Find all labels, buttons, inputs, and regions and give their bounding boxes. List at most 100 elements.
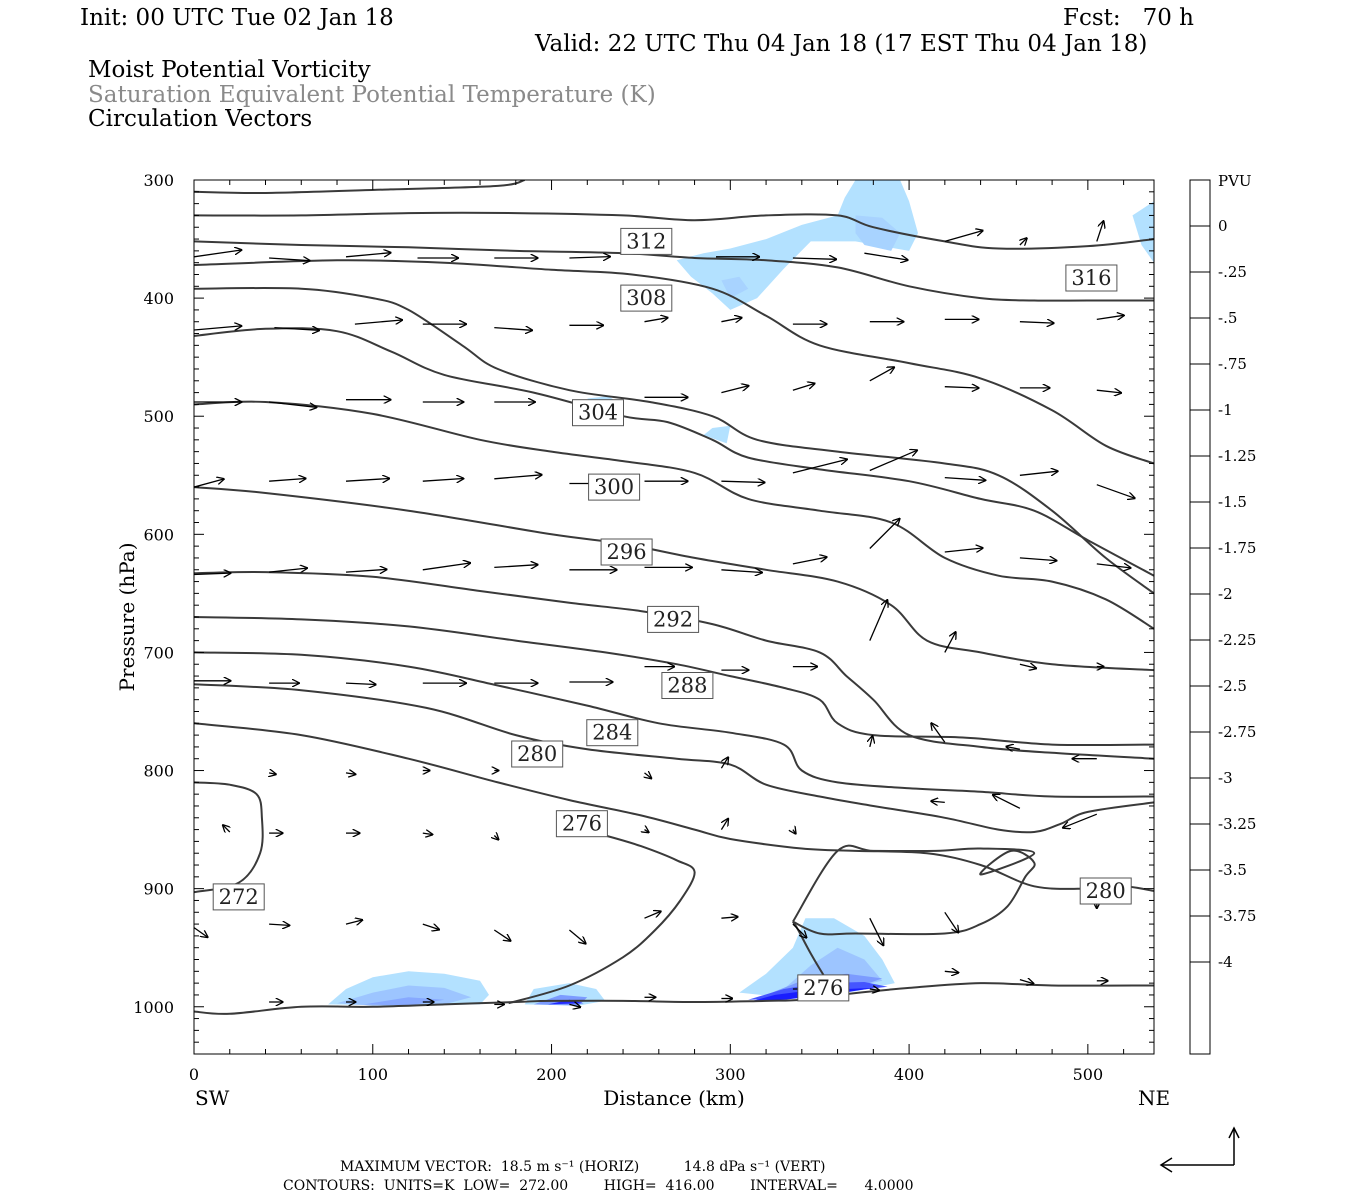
colorbar-label: -.5 xyxy=(1218,309,1237,327)
circulation-vector xyxy=(792,258,836,259)
circulation-vector xyxy=(1006,747,1021,750)
valid-time-label: Valid: 22 UTC Thu 04 Jan 18 (17 EST Thu … xyxy=(534,31,1147,57)
theta-contour xyxy=(194,982,1154,1015)
circulation-vector xyxy=(792,923,807,938)
colorbar-label: -1 xyxy=(1218,401,1233,419)
circulation-vector xyxy=(1096,564,1131,568)
circulation-vector xyxy=(645,773,652,778)
circulation-vector xyxy=(269,258,310,261)
init-time-label: Init: 00 UTC Tue 02 Jan 18 xyxy=(80,5,394,31)
circulation-vector xyxy=(1019,558,1057,561)
colorbar-label: -.75 xyxy=(1218,355,1247,373)
circulation-vector xyxy=(644,911,661,919)
pv-patch xyxy=(363,997,445,1006)
theta-contour xyxy=(194,327,1154,577)
circulation-vector xyxy=(869,519,900,549)
theta-contour xyxy=(194,616,1154,747)
circulation-vector xyxy=(345,569,387,572)
x-tick-label: 0 xyxy=(189,1065,199,1084)
theta-contour xyxy=(194,211,1154,250)
circulation-vector xyxy=(494,475,541,480)
circulation-vector xyxy=(274,328,319,331)
x-tick-label: 500 xyxy=(1073,1065,1104,1084)
theta-contour-layer xyxy=(194,180,1154,1015)
theta-contour xyxy=(194,683,1154,834)
title-vectors: Circulation Vectors xyxy=(88,106,312,132)
theta-contour xyxy=(508,831,696,1005)
circulation-vector xyxy=(944,632,956,653)
colorbar-label: -1.5 xyxy=(1218,493,1247,511)
circulation-vector xyxy=(269,924,289,925)
contour-label-layer: 312 316 308 304 300 296 292 288 284 280 280 276 272 2… xyxy=(212,227,1132,1002)
y-tick-label: 400 xyxy=(143,289,174,308)
circulation-vector xyxy=(944,911,959,932)
title-theta: Saturation Equivalent Potential Temperat… xyxy=(88,82,656,108)
circulation-vector xyxy=(931,801,945,802)
circulation-vector xyxy=(869,600,888,641)
circulation-vector xyxy=(1096,390,1121,393)
circulation-vector xyxy=(1019,980,1034,984)
circulation-vector xyxy=(569,1004,580,1007)
contour-label-box xyxy=(588,473,641,501)
y-tick-label: 800 xyxy=(143,762,174,781)
circulation-vector xyxy=(644,318,668,322)
colorbar-label: -2.25 xyxy=(1218,631,1256,649)
theta-contour xyxy=(194,486,1154,672)
circulation-vector xyxy=(494,565,537,568)
circulation-vector xyxy=(720,757,728,769)
contour-label: 312 xyxy=(626,229,666,253)
pv-patch xyxy=(1132,201,1154,263)
circulation-vector-layer xyxy=(194,221,1135,1007)
circulation-vector xyxy=(422,833,433,834)
contour-label-box xyxy=(555,810,608,838)
circulation-vector xyxy=(721,917,737,918)
circulation-vector xyxy=(944,478,986,481)
x-axis-title: Distance (km) xyxy=(603,1086,745,1110)
theta-contour xyxy=(194,651,1154,798)
contour-label: 276 xyxy=(562,812,602,836)
circulation-vector xyxy=(194,573,230,574)
colorbar-label: 0 xyxy=(1218,217,1228,235)
contour-label-box xyxy=(797,974,850,1002)
theta-contour xyxy=(194,570,1154,760)
contour-label: 276 xyxy=(803,976,843,1000)
circulation-vector xyxy=(493,929,510,941)
circulation-vector xyxy=(931,723,946,743)
circulation-vector xyxy=(1096,315,1124,319)
colorbar-label: -3.75 xyxy=(1218,907,1256,925)
axis-layer: 300 400 500 600 700 800 900 1000 0 100 200 300 400 50… xyxy=(133,171,1154,1084)
circulation-vector xyxy=(645,830,649,833)
circulation-vector xyxy=(1019,664,1036,668)
circulation-vector xyxy=(354,320,402,325)
circulation-vector xyxy=(721,481,764,482)
circulation-vector xyxy=(944,971,959,972)
y-tick-label: 900 xyxy=(143,880,174,899)
y-tick-label: 600 xyxy=(143,525,174,544)
theta-contour xyxy=(194,286,1154,595)
circulation-vector xyxy=(1096,221,1104,242)
x-tick-label: 300 xyxy=(715,1065,746,1084)
theta-contour xyxy=(194,240,1154,302)
theta-contour xyxy=(194,781,264,894)
x-tick-label: 400 xyxy=(894,1065,925,1084)
contour-label: 280 xyxy=(1086,879,1126,903)
circulation-vector xyxy=(494,836,498,840)
x-endpoint-sw: SW xyxy=(195,1086,230,1110)
circulation-vector xyxy=(1019,471,1058,476)
contour-label-box xyxy=(620,284,673,312)
circulation-vector xyxy=(944,387,979,388)
colorbar-label: -.25 xyxy=(1218,263,1247,281)
contour-label: 300 xyxy=(594,475,634,499)
contour-label: 308 xyxy=(626,286,666,310)
circulation-vector xyxy=(721,386,748,394)
circulation-vector xyxy=(721,318,741,322)
contour-label-box xyxy=(572,399,624,427)
circulation-vector xyxy=(870,736,873,748)
contour-label: 272 xyxy=(219,885,259,909)
contour-label: 280 xyxy=(517,742,557,766)
x-tick-label: 100 xyxy=(358,1065,389,1084)
theta-contour xyxy=(792,844,1036,936)
circulation-vector xyxy=(1019,322,1054,323)
contour-label-box xyxy=(620,227,673,255)
